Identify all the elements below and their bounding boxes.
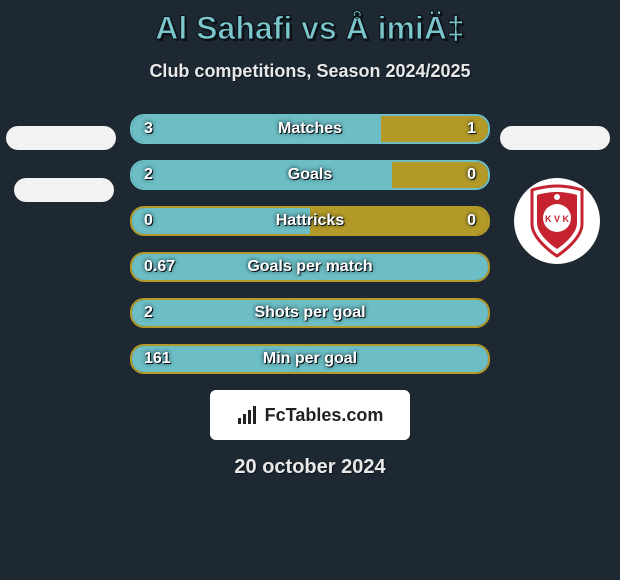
bar-left-fill: [132, 254, 488, 280]
page-subtitle: Club competitions, Season 2024/2025: [0, 61, 620, 82]
bars-icon: [237, 404, 259, 426]
page-title: Al Sahafi vs Å imiÄ‡: [0, 0, 620, 47]
comparison-row: 161Min per goal: [130, 344, 490, 374]
bar-left-fill: [132, 208, 310, 234]
bar-left-fill: [132, 300, 488, 326]
bar-left-fill: [132, 116, 381, 142]
brand-text: FcTables.com: [265, 405, 384, 426]
comparison-row: 20Goals: [130, 160, 490, 190]
brand-prefix: Fc: [265, 405, 286, 425]
brand-main: Tables: [286, 405, 342, 425]
comparison-row: 2Shots per goal: [130, 298, 490, 328]
bar-right-fill: [381, 116, 488, 142]
comparison-row: 31Matches: [130, 114, 490, 144]
comparison-row: 0.67Goals per match: [130, 252, 490, 282]
bar-left-fill: [132, 346, 488, 372]
footer-date: 20 october 2024: [0, 456, 620, 479]
comparison-chart: 31Matches 20Goals 00Hattricks 0.67Goals per…: [0, 114, 620, 374]
bar-right-fill: [310, 208, 488, 234]
brand-suffix: .com: [341, 405, 383, 425]
comparison-row: 00Hattricks: [130, 206, 490, 236]
bar-left-fill: [132, 162, 392, 188]
brand-box: FcTables.com: [210, 390, 410, 440]
bar-right-fill: [392, 162, 488, 188]
